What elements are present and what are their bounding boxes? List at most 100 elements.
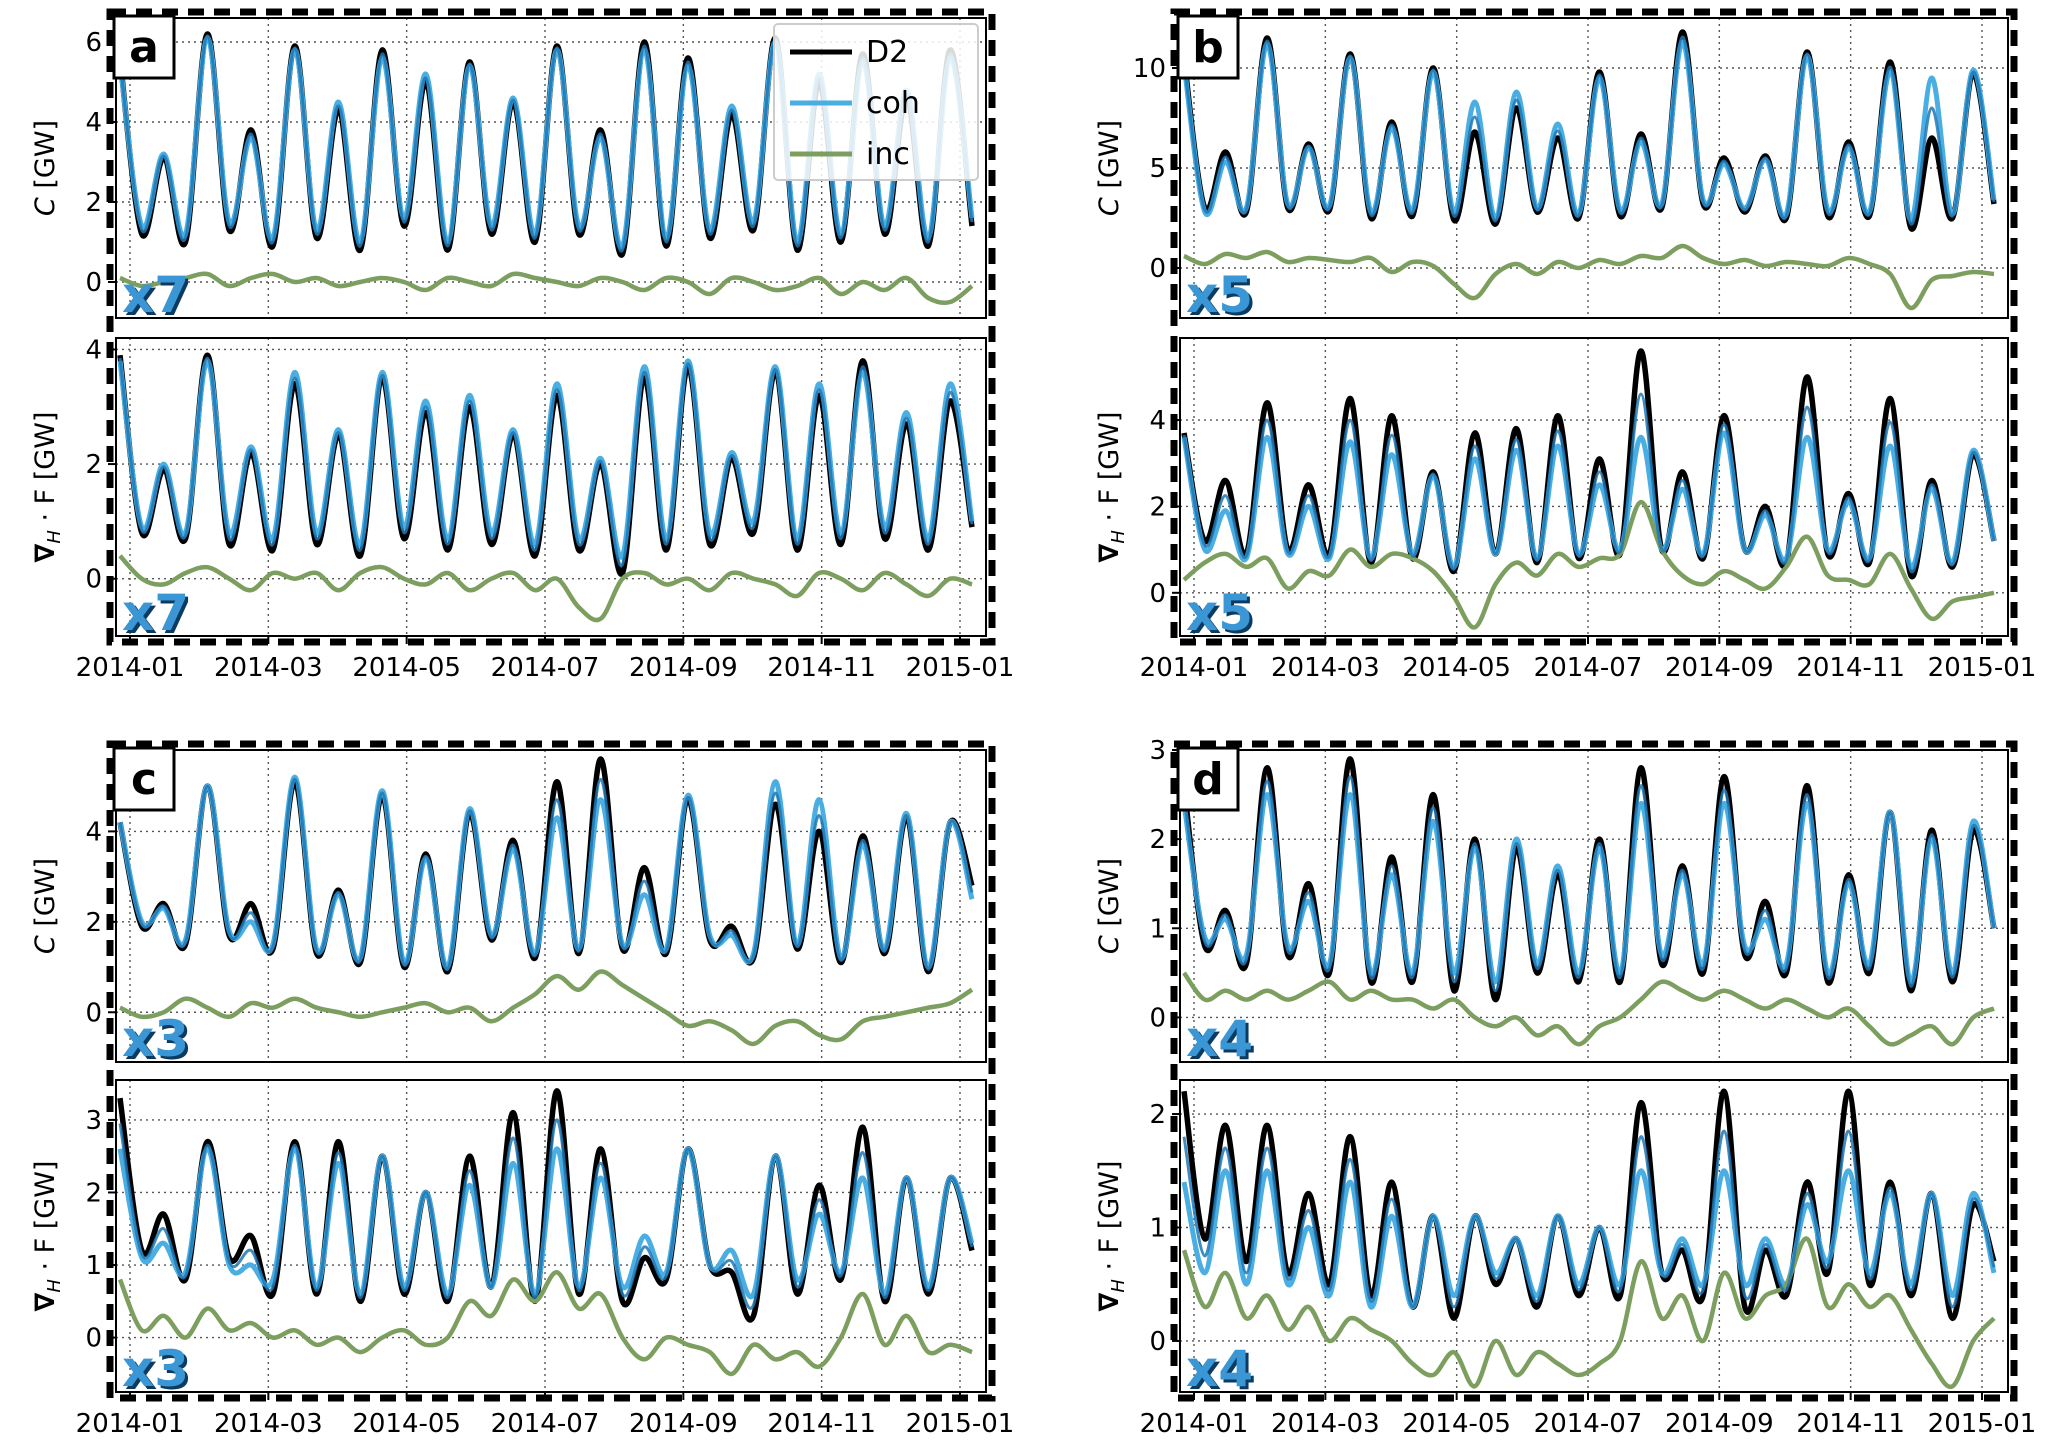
panel-letter: c: [131, 754, 157, 805]
panel-letter-box: [1176, 746, 1240, 812]
y-tick-label: 2: [85, 908, 102, 938]
scale-badge: x5: [1186, 266, 1253, 324]
scale-badge-shadow: x3: [125, 1343, 192, 1401]
y-axis-label-unit: [GW]: [30, 858, 61, 935]
y-tick-label: 2: [1149, 1100, 1166, 1130]
legend-label-coh: coh: [866, 86, 920, 121]
series-line-inc: [1181, 1236, 1996, 1390]
y-tick-label: 4: [85, 335, 102, 365]
series-line-inc: [1182, 971, 1995, 1047]
scale-badge: x3: [122, 1010, 189, 1068]
y-axis-label-nabla: ∇: [30, 543, 61, 562]
x-tick-label: 2014-09: [629, 653, 738, 683]
y-tick-label: 0: [1149, 254, 1166, 284]
y-axis-label: ∇H · F [GW]: [30, 412, 65, 563]
panel-letter: b: [1192, 22, 1224, 73]
y-axis-label: C [GW]: [1094, 858, 1125, 954]
y-axis-label-unit: [GW]: [1094, 120, 1125, 197]
y-axis-label: ∇H · F [GW]: [30, 1161, 65, 1312]
x-tick-label: 2015-01: [906, 653, 1015, 683]
x-tick-label: 2015-01: [906, 1409, 1015, 1439]
scale-badge-shadow: x4: [1189, 1343, 1256, 1401]
y-tick-label: 1: [85, 1251, 102, 1281]
y-axis-label-var: C: [30, 935, 61, 954]
series-overlap-line: [118, 34, 974, 253]
subplot-lower-7: 0 1 2 2014-01 2014-03 2014-05 2014-07 2014-09 20…: [1094, 1079, 2037, 1439]
axes-frame: [1179, 17, 2009, 319]
y-tick-label: 2: [1149, 825, 1166, 855]
y-axis-label-rest: · F [GW]: [1094, 1161, 1125, 1280]
x-tick-label: 2014-01: [1140, 1409, 1249, 1439]
subplot-lower-3: 0 2 4 2014-01 2014-03 2014-05 2014-07 2014-09 20…: [1094, 337, 2037, 683]
y-tick-label: 2: [1149, 492, 1166, 522]
scale-badge: x3: [122, 1340, 189, 1398]
series-line-inc: [1182, 499, 1995, 630]
y-axis-label: C [GW]: [1094, 120, 1125, 216]
legend: D2 coh inc: [773, 23, 979, 181]
scale-badge: x4: [1186, 1010, 1253, 1068]
series-overlap-line: [1182, 775, 1996, 993]
scale-badge-shadow: x7: [125, 587, 192, 645]
x-tick-label: 2015-01: [1928, 1409, 2037, 1439]
panel-dashed-border: [1170, 740, 2018, 1402]
x-tick-label: 2014-11: [767, 653, 876, 683]
scale-badge-shadow: x3: [125, 1013, 192, 1071]
x-tick-label: 2014-11: [767, 1409, 876, 1439]
subplot-a-0: 0 2 4 6 C [GW] a x7 x7: [30, 8, 996, 646]
y-tick-label: 5: [1149, 154, 1166, 184]
y-axis-label: ∇H · F [GW]: [1094, 1161, 1129, 1312]
axes-frame: [115, 337, 987, 637]
x-tick-label: 2014-01: [1140, 653, 1249, 683]
x-tick-label: 2014-05: [1402, 1409, 1511, 1439]
series-line-inc: [119, 271, 974, 306]
y-tick-label: 4: [85, 108, 102, 138]
y-tick-label: 0: [85, 268, 102, 298]
panel-dashed-border: [1170, 8, 2018, 646]
y-tick-label: 3: [85, 1106, 102, 1136]
panel-dashed-border: [106, 8, 996, 646]
x-tick-label: 2014-07: [491, 1409, 600, 1439]
y-axis-label-sub: H: [1108, 530, 1129, 544]
y-tick-label: 3: [1149, 736, 1166, 766]
y-axis-label: ∇H · F [GW]: [1094, 412, 1129, 563]
y-tick-label: 2: [85, 450, 102, 480]
y-axis-label: C [GW]: [30, 120, 61, 216]
x-tick-label: 2015-01: [1928, 653, 2037, 683]
series-overlap-line: [118, 356, 974, 568]
y-tick-label: 0: [85, 998, 102, 1028]
y-axis-label-nabla: ∇: [1094, 1292, 1125, 1311]
series-line-inc: [117, 1270, 973, 1377]
x-tick-label: 2014-09: [1665, 653, 1774, 683]
scale-badge: x7: [122, 266, 189, 324]
series-line-d2: [1181, 756, 1997, 1003]
series-line-inc: [119, 969, 974, 1047]
panel-letter-box: [1176, 14, 1240, 80]
x-tick-label: 2014-03: [214, 653, 323, 683]
series-overlap-line: [1182, 392, 1996, 574]
y-tick-label: 10: [1133, 54, 1166, 84]
panel-dashed-border: [106, 740, 996, 1402]
axes-frame: [1179, 1079, 2009, 1393]
y-axis-label-sub: H: [44, 1279, 65, 1293]
y-axis-label: C [GW]: [30, 858, 61, 954]
y-tick-label: 0: [85, 1324, 102, 1354]
x-tick-label: 2014-03: [1271, 1409, 1380, 1439]
y-axis-label-sub: H: [1108, 1279, 1129, 1293]
y-tick-label: 0: [85, 565, 102, 595]
panel-letter-box: [112, 746, 176, 812]
x-tick-label: 2014-05: [352, 1409, 461, 1439]
subplot-c-4: 0 2 4 C [GW] c x3 x3: [30, 740, 996, 1402]
y-axis-label-sub: H: [44, 530, 65, 544]
y-tick-label: 0: [1149, 579, 1166, 609]
y-tick-label: 1: [1149, 914, 1166, 944]
axes-frame: [1179, 749, 2009, 1063]
y-axis-label-rest: · F [GW]: [30, 412, 61, 531]
y-axis-label-rest: · F [GW]: [30, 1161, 61, 1280]
series-overlap-line: [118, 777, 974, 971]
scale-badge-shadow: x7: [125, 269, 192, 327]
legend-box: [773, 23, 979, 181]
scale-badge: x7: [122, 584, 189, 642]
y-tick-label: 4: [85, 817, 102, 847]
panel-letter-box: [112, 14, 176, 80]
y-tick-label: 6: [85, 28, 102, 58]
